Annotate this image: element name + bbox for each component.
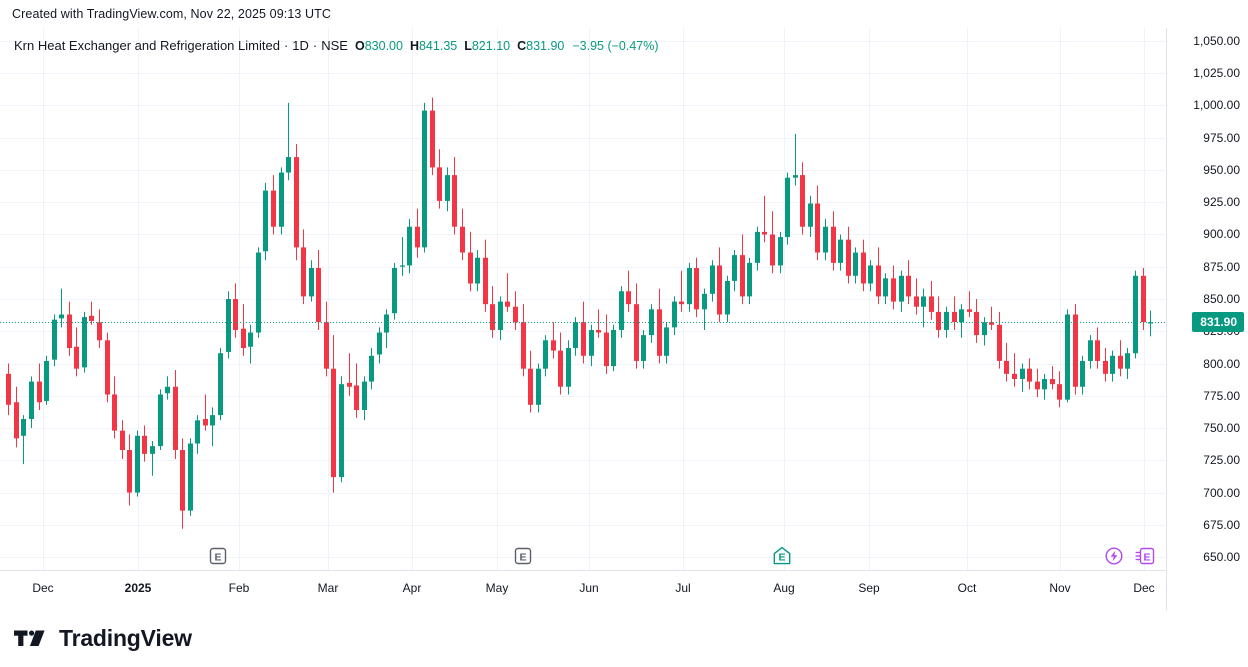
price-scale[interactable]: 1,050.00 1,025.00 1,000.00 975.00 950.00 925.… xyxy=(1166,28,1248,610)
dividend-marker-nov[interactable] xyxy=(1103,545,1125,570)
time-tick: Dec xyxy=(32,581,54,595)
price-tick: 800.00 xyxy=(1203,356,1240,371)
price-tick: 875.00 xyxy=(1203,259,1240,274)
price-tick: 900.00 xyxy=(1203,227,1240,242)
time-tick: 2025 xyxy=(124,581,152,595)
time-tick: Dec xyxy=(1133,581,1155,595)
svg-text:E: E xyxy=(214,551,221,563)
time-tick: Mar xyxy=(317,581,339,595)
candlestick-series xyxy=(6,97,1153,529)
price-tick: 950.00 xyxy=(1203,162,1240,177)
price-tick: 650.00 xyxy=(1203,550,1240,565)
attribution-bar: Created with TradingView.com, Nov 22, 20… xyxy=(0,0,1248,28)
tradingview-mark-icon xyxy=(14,630,45,646)
current-price-badge: 831.90 xyxy=(1192,312,1244,333)
price-tick: 725.00 xyxy=(1203,453,1240,468)
price-tick: 1,000.00 xyxy=(1193,98,1240,113)
price-tick: 925.00 xyxy=(1203,195,1240,210)
time-tick: May xyxy=(485,581,509,595)
time-tick: Sep xyxy=(858,581,880,595)
svg-text:E: E xyxy=(778,551,785,563)
price-tick: 675.00 xyxy=(1203,517,1240,532)
attribution-text: Created with TradingView.com, Nov 22, 20… xyxy=(12,7,332,21)
price-tick: 700.00 xyxy=(1203,485,1240,500)
price-tick: 1,050.00 xyxy=(1193,33,1240,48)
earnings-marker-aug[interactable]: E xyxy=(771,545,793,570)
time-tick: Apr xyxy=(402,581,422,595)
tradingview-wordmark: TradingView xyxy=(59,625,192,651)
price-tick: 750.00 xyxy=(1203,421,1240,436)
time-tick: Oct xyxy=(957,581,977,595)
price-tick: 850.00 xyxy=(1203,292,1240,306)
svg-text:E: E xyxy=(519,551,526,563)
earnings-estimate-marker-nov[interactable]: E xyxy=(1135,545,1157,570)
svg-text:E: E xyxy=(1143,551,1150,563)
footer: TradingView xyxy=(0,610,1248,667)
time-tick: Jun xyxy=(579,581,599,595)
time-scale[interactable]: Dec 2025 Feb Mar Apr May Jun Jul Aug Sep Oct Nov Dec xyxy=(0,570,1166,610)
time-tick: Nov xyxy=(1049,581,1071,595)
time-tick: Aug xyxy=(773,581,795,595)
price-tick: 1,025.00 xyxy=(1193,66,1240,81)
tradingview-logo: TradingView xyxy=(14,625,192,652)
current-price-line xyxy=(0,322,1166,323)
time-tick: Feb xyxy=(228,581,250,595)
earnings-marker-may[interactable]: E xyxy=(512,545,534,570)
time-tick: Jul xyxy=(675,581,691,595)
price-tick: 775.00 xyxy=(1203,388,1240,403)
chart-gridlines xyxy=(0,28,1166,570)
price-tick: 975.00 xyxy=(1203,130,1240,145)
earnings-marker-feb[interactable]: E xyxy=(207,545,229,570)
